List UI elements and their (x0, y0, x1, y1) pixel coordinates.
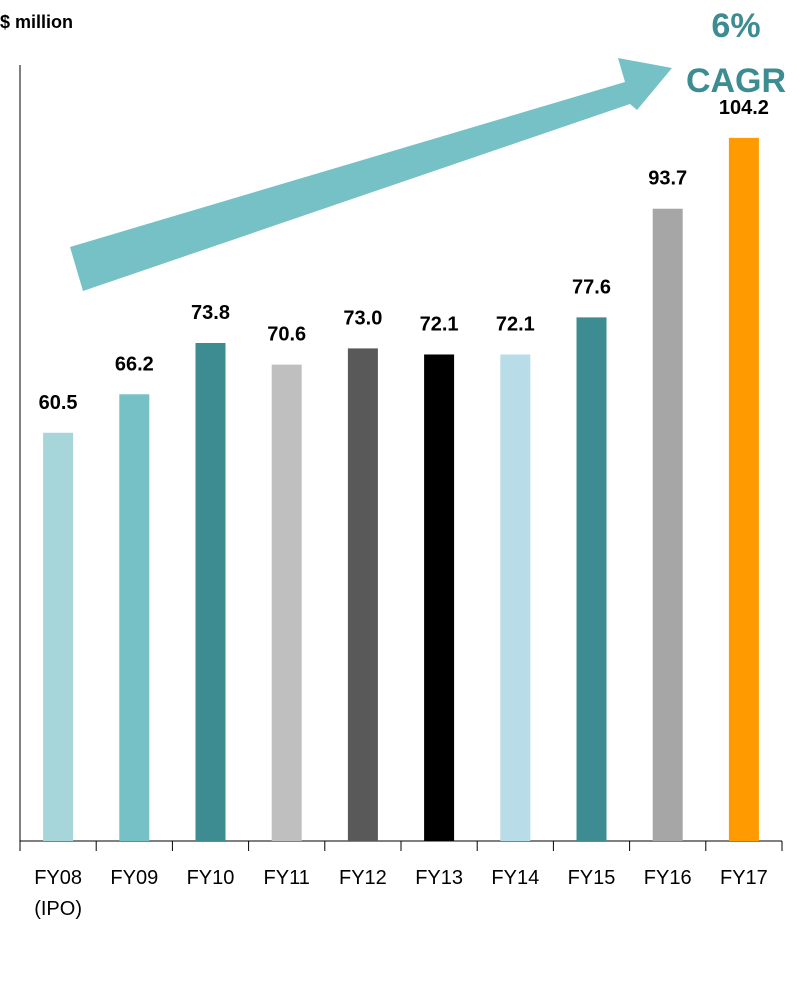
x-tick-sublabel: (IPO) (34, 898, 82, 920)
bar-fy17 (728, 137, 759, 841)
value-label-fy16: 93.7 (648, 168, 687, 190)
x-tick-label-fy17: FY17 (720, 867, 768, 889)
bar-fy16 (652, 208, 683, 841)
x-tick-label-fy10: FY10 (187, 867, 235, 889)
value-labels-group: 60.5 66.2 73.8 70.6 73.0 72.1 72.1 77.6 93.7 104.… (39, 97, 769, 414)
bar-fy09 (119, 394, 150, 841)
x-tick-labels-group: FY08 (IPO) FY09 FY10 FY11 FY12 FY13 FY14 FY15 FY1… (34, 867, 768, 920)
value-label-fy15: 77.6 (572, 276, 611, 298)
value-label-fy14: 72.1 (496, 313, 535, 335)
value-label-fy10: 73.8 (191, 302, 230, 324)
growth-arrow (70, 58, 672, 291)
bar-fy14 (500, 354, 531, 841)
cagr-label-percent: 6% (711, 7, 760, 45)
x-tick-label-fy15: FY15 (568, 867, 616, 889)
value-label-fy13: 72.1 (420, 313, 459, 335)
value-label-fy09: 66.2 (115, 353, 154, 375)
bar-fy13 (424, 354, 455, 841)
x-tick-label-fy08: FY08 (34, 867, 82, 889)
bars-group (43, 137, 759, 842)
bar-fy15 (576, 317, 607, 842)
y-axis-label: $ million (0, 12, 73, 32)
bar-fy08 (43, 432, 74, 841)
bar-fy11 (271, 364, 302, 841)
x-axis-ticks (19, 841, 783, 851)
x-tick-label-fy11: FY11 (264, 867, 310, 889)
x-tick-label-fy14: FY14 (491, 867, 539, 889)
x-tick-label-fy09: FY09 (110, 867, 158, 889)
x-tick-label-fy13: FY13 (415, 867, 463, 889)
cagr-label-text: CAGR (686, 62, 786, 100)
x-tick-label-fy12: FY12 (339, 867, 387, 889)
value-label-fy12: 73.0 (343, 307, 382, 329)
x-tick-label-fy16: FY16 (644, 867, 692, 889)
value-label-fy08: 60.5 (39, 392, 78, 414)
bar-fy10 (195, 343, 226, 841)
value-label-fy11: 70.6 (267, 324, 306, 346)
bar-fy12 (347, 348, 378, 841)
value-label-fy17: 104.2 (719, 97, 769, 119)
